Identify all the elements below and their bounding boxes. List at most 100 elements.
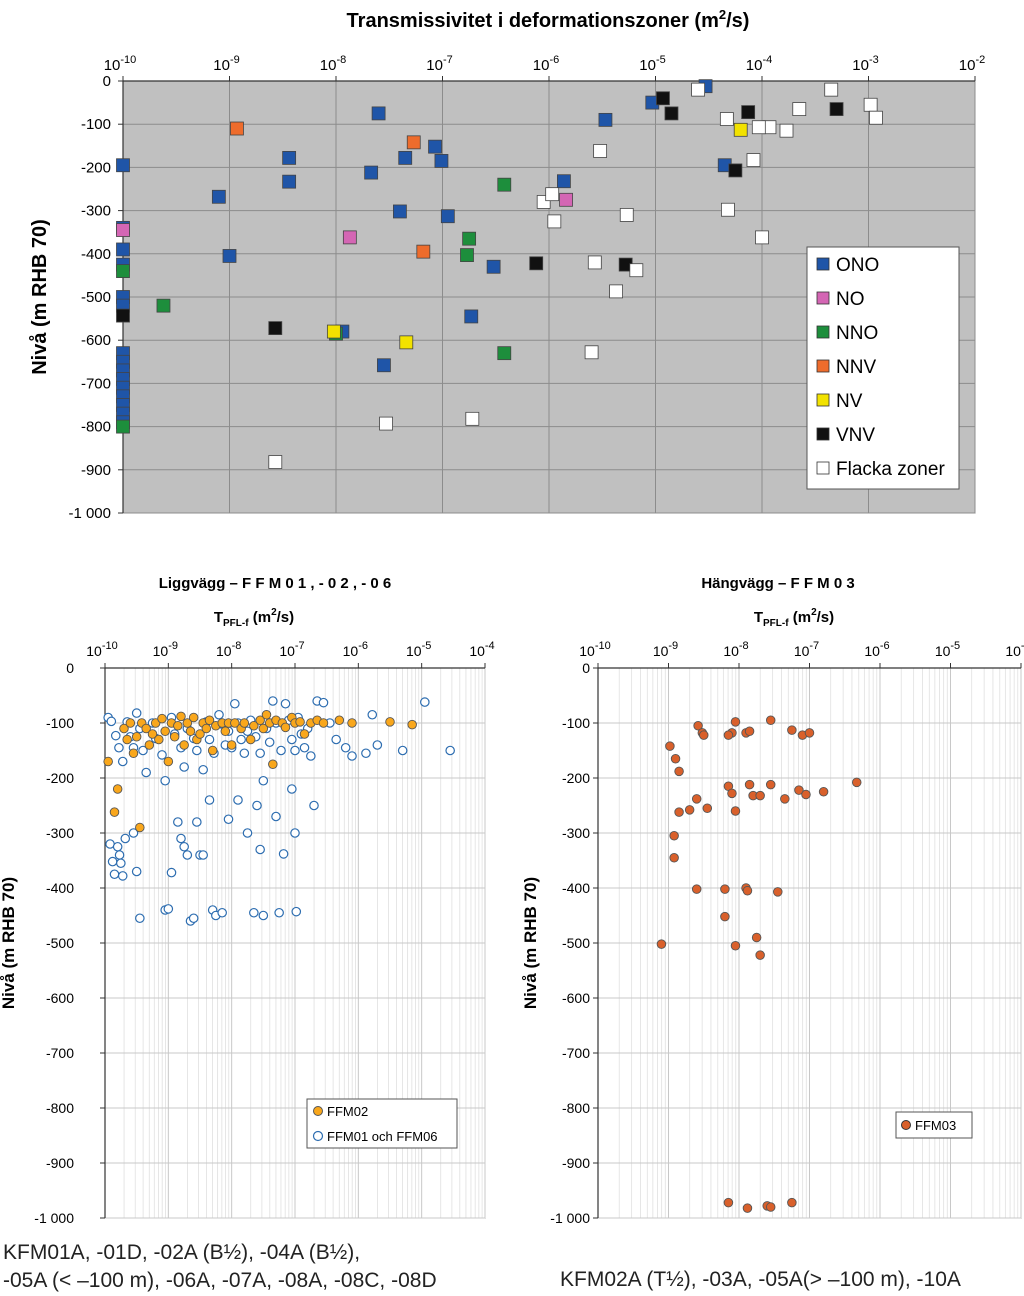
point-ffm03 [755,950,765,960]
point-ffm02 [125,718,136,728]
legend-marker-ffm02 [313,1106,323,1116]
legend-swatch-vnv [816,427,830,441]
top-chart-title: Transmissivitet i deformationszoner (m2/… [347,7,750,32]
point-ffm01-och-ffm06 [420,697,430,707]
caption-left-line-2: -05A (< –100 m), -06A, -07A, -08A, -08C,… [3,1269,437,1292]
point-ffm02 [207,745,218,756]
point-ffm03 [744,726,755,737]
point-ffm01-och-ffm06 [318,697,329,708]
point-ffm03 [755,790,765,801]
legend-label-no: NO [836,289,865,310]
point-ffm02 [220,726,231,737]
point-ono [116,158,130,173]
point-ono [464,309,479,324]
bottom-right-data-marks [656,715,862,1213]
point-ffm03 [674,766,684,777]
point-flacka-zoner [545,187,560,202]
bottom-left-x-axis-label: TPFL-f (m2/s) [214,607,294,629]
caption-left-line-1: KFM01A, -01D, -02A (B½), -04A (B½), [3,1241,361,1264]
point-ffm03 [742,1203,753,1213]
point-ffm03 [656,939,667,949]
point-ffm02 [280,722,291,733]
point-ffm02 [230,718,240,728]
x-tick-label: 10-2 [959,54,985,74]
bottom-right-chart-title: Hängvägg – F F M 0 3 [701,575,854,592]
point-ffm02 [141,723,151,734]
point-ffm02 [112,784,123,794]
point-ffm01-och-ffm06 [278,849,289,859]
point-ono [282,174,297,189]
point-ono [392,204,407,219]
point-no [116,223,130,237]
point-ono [398,150,413,165]
point-ffm02 [154,734,164,745]
point-ffm01-och-ffm06 [141,767,151,778]
bottom-left-legend-box [306,1098,458,1149]
point-ffm01-och-ffm06 [249,907,259,918]
point-ono [371,106,386,121]
point-ffm01-och-ffm06 [290,828,300,838]
bottom-right-legend: FFM03 [895,1111,973,1139]
point-ffm01-och-ffm06 [223,814,234,825]
point-ffm01-och-ffm06 [255,748,265,759]
point-ffm01-och-ffm06 [252,800,262,811]
legend-label-nv: NV [836,391,863,412]
x-tick-label: 10-10 [86,640,117,659]
top-x-tick-labels: 10-10 10-9 10-8 10-7 10-6 10-5 10-4 10-3 10-2 [104,54,986,74]
point-vnv [656,91,670,106]
point-ffm01-och-ffm06 [131,708,142,718]
point-flacka-zoner [379,416,393,431]
point-ffm03 [765,715,776,726]
point-ffm01-och-ffm06 [106,716,117,727]
point-ffm02 [182,718,193,728]
point-flacka-zoner [863,97,878,112]
point-ffm02 [249,721,259,731]
top-chart: Transmissivitet i deformationszoner (m2/… [28,7,985,522]
point-ffm01-och-ffm06 [239,748,250,759]
point-no [559,192,573,207]
point-flacka-zoner [751,120,766,135]
y-tick-label: -1 000 [68,505,111,522]
x-tick-label: 10-4 [1005,640,1024,659]
legend-item-nv: NV [816,391,863,412]
point-ffm03 [727,788,737,799]
caption-left: KFM01A, -01D, -02A (B½), -04A (B½), -05A… [3,1239,437,1295]
point-ffm01-och-ffm06 [198,850,208,860]
y-tick-label: -1 000 [34,1210,74,1226]
point-ffm01-och-ffm06 [179,841,189,852]
point-ffm01-och-ffm06 [166,867,177,878]
point-ffm01-och-ffm06 [397,745,408,756]
point-nv [733,122,748,137]
point-ono [282,150,297,165]
x-tick-label: 10-10 [579,640,610,659]
point-ffm01-och-ffm06 [276,745,286,756]
legend-item-ono: ONO [816,255,879,276]
point-flacka-zoner [619,208,634,222]
point-flacka-zoner [721,202,735,217]
point-nv [399,335,414,350]
point-ffm02 [109,807,120,817]
legend-swatch-ono [816,257,830,271]
y-tick-label: -900 [81,462,111,479]
point-ffm02 [163,756,174,767]
point-ono [211,189,226,204]
point-ono [428,139,442,154]
y-tick-label: -200 [562,770,590,786]
point-ffm03 [699,730,709,740]
point-ffm01-och-ffm06 [290,745,300,756]
legend-label-ffm01-ffm06: FFM01 och FFM06 [327,1129,438,1144]
point-ffm02 [258,723,269,734]
point-vnv [529,256,544,271]
point-ffm03 [780,794,790,804]
caption-right: KFM02A (T½), -03A, -05A(> –100 m), -10A [560,1268,961,1291]
y-tick-label: -600 [81,332,111,349]
bottom-right-chart: Hängvägg – F F M 0 3 TPFL-f (m2/s) 10-10… [521,575,1024,1226]
y-tick-label: -100 [46,715,74,731]
point-ffm01-och-ffm06 [217,907,227,918]
point-ffm03 [723,730,734,740]
x-tick-label: 10-8 [216,640,241,659]
point-ffm01-och-ffm06 [367,709,378,720]
point-ffm01-och-ffm06 [291,906,302,917]
point-ffm02 [160,726,170,737]
top-legend-box [806,246,960,490]
